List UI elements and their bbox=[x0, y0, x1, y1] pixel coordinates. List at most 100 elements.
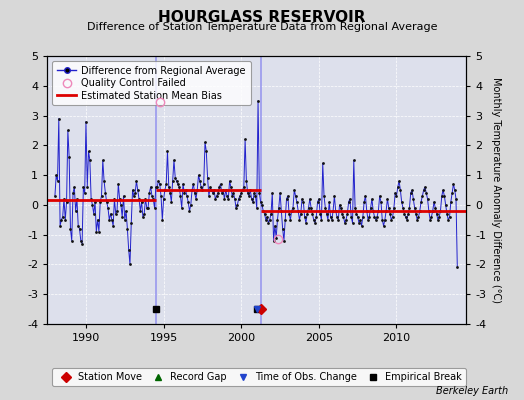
Point bbox=[416, 208, 424, 214]
Point bbox=[54, 115, 63, 122]
Point bbox=[378, 216, 386, 223]
Point bbox=[366, 205, 375, 211]
Point bbox=[147, 184, 155, 190]
Point bbox=[297, 211, 305, 217]
Point bbox=[289, 205, 297, 211]
Point bbox=[322, 211, 331, 217]
Point bbox=[266, 216, 274, 223]
Point bbox=[330, 193, 339, 199]
Point bbox=[73, 196, 81, 202]
Point bbox=[179, 181, 187, 187]
Point bbox=[172, 178, 181, 184]
Point bbox=[307, 205, 315, 211]
Point bbox=[368, 196, 376, 202]
Point bbox=[153, 184, 161, 190]
Point bbox=[141, 196, 150, 202]
Point bbox=[276, 190, 284, 196]
Point bbox=[109, 222, 117, 229]
Point bbox=[302, 220, 310, 226]
Point bbox=[396, 187, 405, 193]
Point bbox=[82, 118, 90, 125]
Point bbox=[254, 98, 262, 104]
Point bbox=[272, 234, 280, 241]
Point bbox=[134, 187, 142, 193]
Point bbox=[227, 184, 235, 190]
Point bbox=[249, 199, 257, 205]
Point bbox=[363, 208, 371, 214]
Point bbox=[392, 193, 401, 199]
Point bbox=[96, 199, 104, 205]
Point bbox=[103, 199, 111, 205]
Point bbox=[128, 187, 137, 193]
Point bbox=[278, 226, 287, 232]
Point bbox=[85, 157, 94, 164]
Point bbox=[360, 199, 368, 205]
Point bbox=[184, 199, 192, 205]
Point bbox=[369, 208, 377, 214]
Point bbox=[280, 238, 288, 244]
Point bbox=[53, 178, 62, 184]
Point bbox=[346, 196, 354, 202]
Point bbox=[112, 211, 120, 217]
Point bbox=[175, 184, 183, 190]
Point bbox=[310, 216, 318, 223]
Point bbox=[211, 196, 220, 202]
Point bbox=[350, 157, 358, 164]
Point bbox=[423, 196, 432, 202]
Point bbox=[399, 205, 407, 211]
Point bbox=[239, 184, 248, 190]
Point bbox=[202, 148, 211, 154]
Point bbox=[305, 196, 314, 202]
Point bbox=[203, 175, 212, 181]
Point bbox=[121, 216, 129, 223]
Point bbox=[222, 187, 230, 193]
Point bbox=[373, 214, 381, 220]
Point bbox=[132, 178, 140, 184]
Point bbox=[195, 178, 204, 184]
Point bbox=[178, 205, 186, 211]
Point bbox=[60, 196, 68, 202]
Point bbox=[263, 214, 271, 220]
Point bbox=[192, 196, 200, 202]
Point bbox=[91, 199, 99, 205]
Point bbox=[244, 190, 252, 196]
Point bbox=[355, 220, 363, 226]
Point bbox=[232, 205, 241, 211]
Point bbox=[127, 220, 136, 226]
Point bbox=[446, 199, 455, 205]
Point bbox=[352, 211, 361, 217]
Point bbox=[189, 181, 198, 187]
Point bbox=[343, 211, 352, 217]
Point bbox=[165, 184, 173, 190]
Point bbox=[150, 205, 159, 211]
Point bbox=[149, 196, 157, 202]
Point bbox=[316, 211, 324, 217]
Point bbox=[413, 216, 421, 223]
Point bbox=[253, 205, 261, 211]
Point bbox=[166, 190, 174, 196]
Point bbox=[78, 240, 86, 247]
Point bbox=[333, 214, 341, 220]
Point bbox=[114, 181, 123, 187]
Point bbox=[370, 214, 379, 220]
Point bbox=[435, 214, 443, 220]
Point bbox=[214, 190, 222, 196]
Point bbox=[126, 261, 134, 268]
Point bbox=[308, 211, 316, 217]
Point bbox=[312, 214, 321, 220]
Point bbox=[285, 211, 293, 217]
Point bbox=[145, 190, 154, 196]
Point bbox=[440, 193, 449, 199]
Point bbox=[231, 196, 239, 202]
Point bbox=[354, 214, 362, 220]
Point bbox=[158, 216, 167, 223]
Point bbox=[293, 199, 301, 205]
Point bbox=[220, 196, 228, 202]
Point bbox=[122, 208, 130, 214]
Point bbox=[200, 181, 208, 187]
Point bbox=[136, 208, 145, 214]
Point bbox=[418, 193, 427, 199]
Point bbox=[57, 216, 66, 223]
Point bbox=[119, 193, 128, 199]
Point bbox=[156, 181, 164, 187]
